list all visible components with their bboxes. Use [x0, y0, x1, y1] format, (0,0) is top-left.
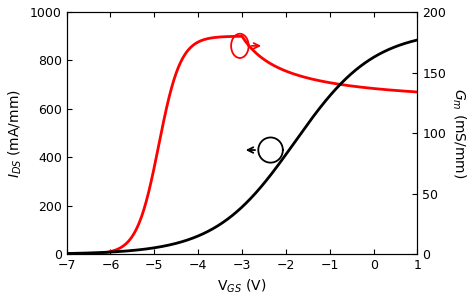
Y-axis label: $G_m$ (mS/mm): $G_m$ (mS/mm) — [450, 88, 467, 178]
Y-axis label: $I_{DS}$ (mA/mm): $I_{DS}$ (mA/mm) — [7, 89, 24, 178]
X-axis label: V$_{GS}$ (V): V$_{GS}$ (V) — [218, 278, 267, 295]
